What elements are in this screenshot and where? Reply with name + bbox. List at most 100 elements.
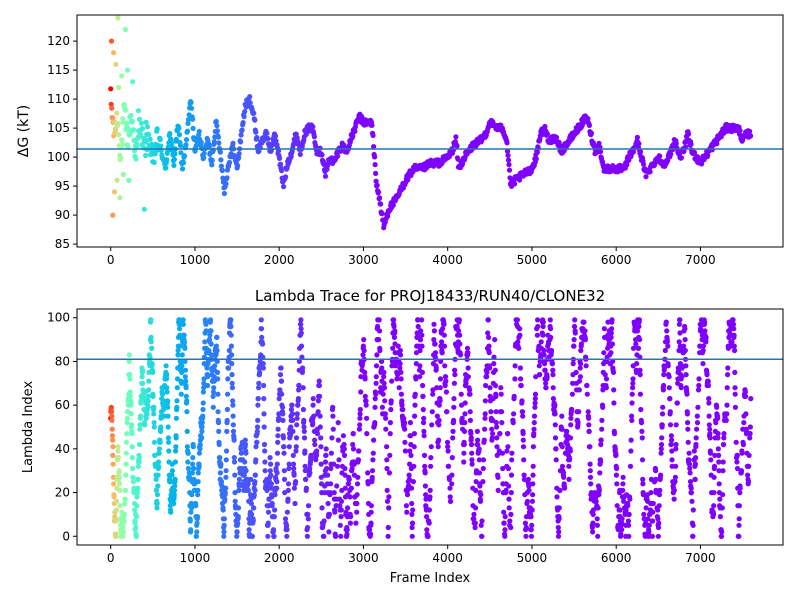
lambda-point [417, 374, 423, 380]
lambda-point [113, 518, 119, 524]
delta-g-point [206, 144, 212, 150]
lambda-point [224, 428, 230, 434]
lambda-point [700, 343, 707, 349]
lambda-point [708, 457, 714, 463]
lambda-point [693, 455, 699, 461]
lambda-point [289, 411, 296, 417]
lambda-point [296, 358, 302, 364]
lambda-point [249, 511, 255, 517]
lambda-point [217, 455, 223, 461]
lambda-point [707, 426, 713, 432]
lambda-point [425, 533, 431, 539]
lambda-point [369, 468, 376, 474]
lambda-point [108, 409, 115, 415]
lambda-point [412, 391, 418, 397]
lambda-point [390, 345, 396, 351]
lambda-point [384, 487, 390, 493]
lambda-point [479, 518, 485, 524]
lambda-point [299, 369, 305, 375]
lambda-point [133, 524, 139, 531]
lambda-point [657, 487, 663, 493]
lambda-point [154, 492, 161, 498]
lambda-point [587, 468, 593, 474]
delta-g-point [586, 122, 593, 128]
delta-g-point [113, 61, 119, 67]
delta-g-point [350, 133, 356, 139]
lambda-point [300, 406, 306, 413]
lambda-point [494, 435, 500, 441]
lambda-point [559, 426, 565, 432]
delta-g-point [596, 140, 602, 146]
lambda-point [659, 422, 665, 428]
lambda-point [476, 457, 482, 463]
lambda-point [711, 463, 718, 469]
lambda-point [633, 341, 639, 347]
lambda-point [661, 372, 667, 378]
delta-g-point [636, 141, 642, 147]
lambda-point [530, 481, 536, 487]
lambda-point [443, 378, 449, 384]
lambda-point [271, 533, 277, 539]
lambda-point [637, 372, 643, 378]
lambda-point [658, 472, 664, 478]
lambda-point [646, 529, 652, 535]
lambda-point [137, 441, 143, 448]
lambda-point [261, 382, 267, 389]
lambda-point [508, 490, 514, 496]
lambda-point [186, 474, 193, 480]
lambda-point [559, 444, 565, 450]
lambda-point [284, 527, 290, 533]
delta-g-point [179, 166, 186, 172]
lambda-point [541, 352, 547, 358]
lambda-point [379, 404, 385, 410]
lambda-point [226, 347, 232, 354]
lambda-point [404, 509, 410, 515]
lambda-point [204, 365, 210, 371]
lambda-point [268, 472, 274, 478]
lambda-point [142, 422, 148, 428]
lambda-point [696, 382, 702, 389]
delta-g-point [254, 134, 260, 141]
lambda-point [730, 321, 737, 327]
lambda-point [475, 437, 481, 443]
lambda-point [229, 380, 235, 386]
lambda-point [318, 444, 324, 450]
lambda-point [519, 409, 526, 415]
lambda-point [286, 465, 292, 472]
lambda-point [362, 393, 368, 399]
lambda-point [730, 317, 736, 323]
lambda-point [590, 529, 596, 535]
lambda-point [328, 481, 334, 487]
lambda-point [531, 413, 538, 419]
lambda-point [122, 487, 128, 493]
lambda-point [687, 470, 693, 476]
lambda-point [531, 426, 537, 432]
lambda-point [364, 415, 370, 421]
lambda-point [571, 343, 577, 349]
lambda-point [254, 424, 261, 430]
lambda-point [298, 330, 304, 336]
lambda-point [457, 341, 463, 347]
lambda-point [343, 509, 349, 515]
lambda-point [132, 507, 138, 513]
lambda-point [589, 524, 596, 531]
lambda-point [611, 431, 618, 437]
delta-g-point [143, 139, 149, 145]
lambda-point [246, 527, 252, 533]
lambda-point [355, 474, 361, 480]
delta-g-point [226, 159, 233, 166]
delta-g-point [122, 26, 128, 33]
lambda-point [702, 328, 708, 334]
lambda-point [407, 461, 413, 467]
delta-g-point [188, 99, 194, 106]
delta-g-point [110, 212, 116, 218]
lambda-point [260, 341, 266, 347]
lambda-point [659, 411, 666, 417]
lambda-x-tick-label: 2000 [264, 551, 295, 565]
lambda-point [120, 533, 126, 539]
lambda-point [127, 393, 133, 399]
lambda-point [252, 472, 258, 478]
delta-g-point [176, 132, 182, 138]
lambda-point [502, 514, 508, 520]
lambda-point [547, 326, 554, 332]
